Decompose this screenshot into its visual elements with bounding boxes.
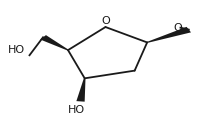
Text: HO: HO <box>68 105 85 115</box>
Text: HO: HO <box>7 45 24 55</box>
Polygon shape <box>40 35 69 51</box>
Text: O: O <box>173 23 182 33</box>
Polygon shape <box>147 27 191 43</box>
Polygon shape <box>76 78 85 102</box>
Text: O: O <box>101 16 110 26</box>
